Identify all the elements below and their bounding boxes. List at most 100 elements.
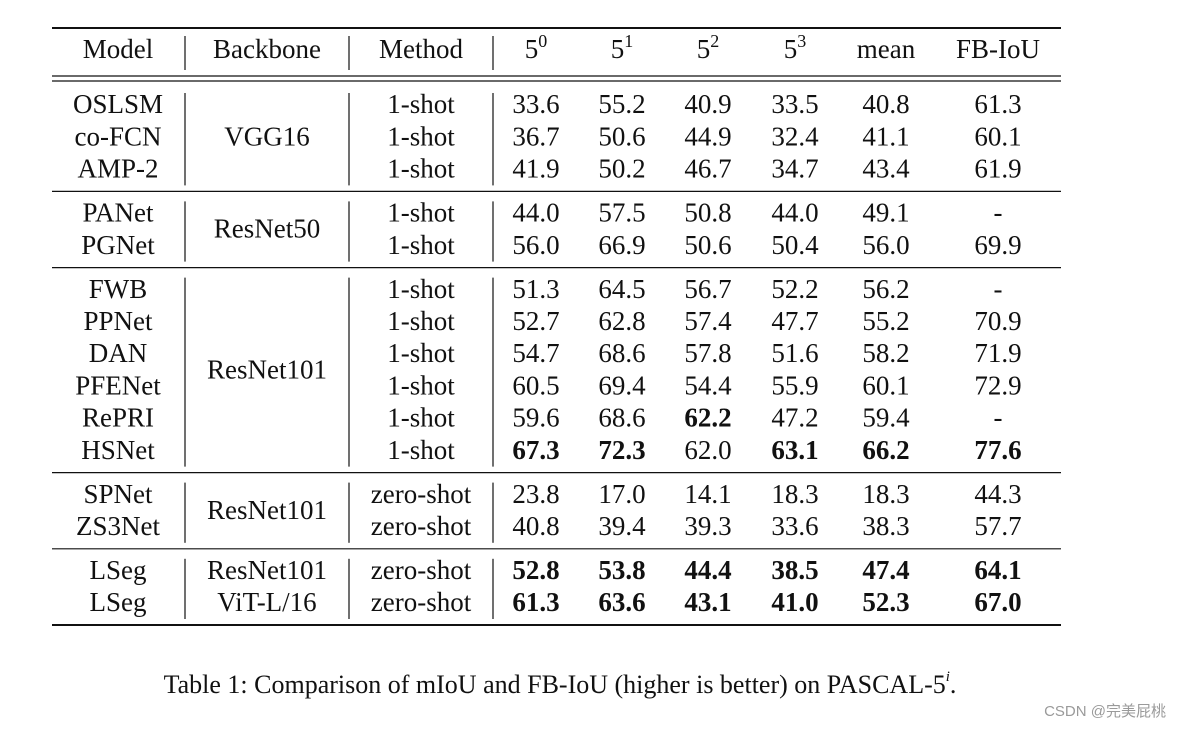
value-cell: 41.1 (862, 121, 909, 151)
model-name: RePRI (82, 403, 154, 433)
value-cell: - (994, 403, 1003, 433)
header-superscript: 3 (797, 31, 806, 51)
value-cell: 62.2 (684, 403, 731, 433)
model-name: PANet (82, 198, 154, 228)
watermark: CSDN @完美屁桃 (1044, 703, 1166, 720)
table-caption: Table 1: Comparison of mIoU and FB-IoU (… (0, 669, 1120, 700)
value-cell: 18.3 (771, 479, 818, 509)
header-5: 51 (611, 31, 634, 64)
value-cell: 61.3 (512, 587, 559, 617)
method-label: zero-shot (371, 479, 472, 509)
model-name: PPNet (83, 306, 153, 336)
value-cell: 50.2 (598, 154, 645, 184)
value-cell: 70.9 (974, 306, 1021, 336)
value-cell: 47.2 (771, 403, 818, 433)
method-label: zero-shot (371, 555, 472, 585)
value-cell: 38.3 (862, 511, 909, 541)
model-name: FWB (89, 274, 148, 304)
value-cell: 52.2 (771, 274, 818, 304)
method-label: 1-shot (387, 89, 455, 119)
backbone-label: ResNet101 (207, 555, 327, 585)
value-cell: 57.4 (684, 306, 732, 336)
value-cell: 68.6 (598, 403, 645, 433)
value-cell: 40.8 (512, 511, 559, 541)
value-cell: 67.3 (512, 435, 559, 465)
header-superscript: 2 (710, 31, 719, 51)
value-cell: - (994, 274, 1003, 304)
header-8: mean (857, 34, 916, 64)
value-cell: 56.0 (862, 230, 909, 260)
value-cell: 60.1 (974, 121, 1021, 151)
model-name: LSeg (90, 555, 147, 585)
value-cell: 67.0 (974, 587, 1021, 617)
caption-superscript: i (945, 669, 950, 686)
value-cell: 52.7 (512, 306, 559, 336)
value-cell: 53.8 (598, 555, 645, 585)
value-cell: 68.6 (598, 338, 645, 368)
method-label: 1-shot (387, 154, 455, 184)
value-cell: 44.3 (974, 479, 1021, 509)
value-cell: 47.4 (862, 555, 909, 585)
value-cell: 51.3 (512, 274, 559, 304)
value-cell: 54.7 (512, 338, 559, 368)
value-cell: 44.9 (684, 121, 731, 151)
backbone-label: ViT-L/16 (217, 587, 316, 617)
value-cell: 39.4 (598, 511, 646, 541)
value-cell: 56.0 (512, 230, 559, 260)
value-cell: 57.7 (974, 511, 1021, 541)
value-cell: 36.7 (512, 121, 559, 151)
value-cell: 34.7 (771, 154, 818, 184)
model-name: OSLSM (73, 89, 163, 119)
value-cell: 64.5 (598, 274, 645, 304)
value-cell: 63.6 (598, 587, 645, 617)
value-cell: 66.9 (598, 230, 645, 260)
header-2: Backbone (213, 34, 321, 64)
value-cell: 60.1 (862, 370, 909, 400)
value-cell: 69.9 (974, 230, 1021, 260)
header-4: 50 (525, 31, 548, 64)
method-label: 1-shot (387, 198, 455, 228)
value-cell: 63.1 (771, 435, 818, 465)
value-cell: 72.9 (974, 370, 1021, 400)
model-name: PFENet (75, 370, 161, 400)
value-cell: 17.0 (598, 479, 645, 509)
value-cell: 69.4 (598, 370, 646, 400)
value-cell: 43.1 (684, 587, 731, 617)
value-cell: 33.5 (771, 89, 818, 119)
value-cell: 61.3 (974, 89, 1021, 119)
header-9: FB-IoU (956, 34, 1040, 64)
header-3: Method (379, 34, 463, 64)
value-cell: 43.4 (862, 154, 910, 184)
value-cell: 55.2 (862, 306, 909, 336)
value-cell: 54.4 (684, 370, 732, 400)
backbone-label: ResNet50 (214, 214, 320, 244)
value-cell: 51.6 (771, 338, 818, 368)
method-label: 1-shot (387, 338, 455, 368)
model-name: SPNet (83, 479, 153, 509)
model-name: PGNet (81, 230, 155, 260)
method-label: 1-shot (387, 306, 455, 336)
value-cell: 38.5 (771, 555, 818, 585)
method-label: zero-shot (371, 587, 472, 617)
value-cell: 41.0 (771, 587, 818, 617)
value-cell: 57.8 (684, 338, 731, 368)
value-cell: 40.9 (684, 89, 731, 119)
value-cell: 50.4 (771, 230, 819, 260)
value-cell: 39.3 (684, 511, 731, 541)
value-cell: 50.6 (598, 121, 645, 151)
value-cell: 41.9 (512, 154, 559, 184)
value-cell: 56.7 (684, 274, 731, 304)
value-cell: 57.5 (598, 198, 645, 228)
backbone-label: ResNet101 (207, 495, 327, 525)
method-label: 1-shot (387, 403, 455, 433)
method-label: zero-shot (371, 511, 472, 541)
method-label: 1-shot (387, 230, 455, 260)
backbone-label: ResNet101 (207, 354, 327, 384)
backbone-label: VGG16 (224, 121, 310, 151)
value-cell: 59.4 (862, 403, 910, 433)
value-cell: 50.6 (684, 230, 731, 260)
value-cell: 60.5 (512, 370, 559, 400)
value-cell: 44.0 (512, 198, 559, 228)
value-cell: 66.2 (862, 435, 909, 465)
